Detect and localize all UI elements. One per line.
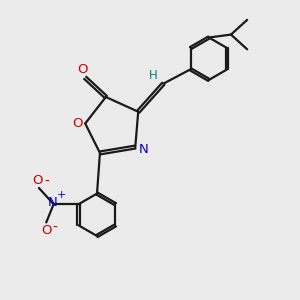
Text: O: O bbox=[78, 63, 88, 76]
Text: +: + bbox=[56, 190, 66, 200]
Text: N: N bbox=[47, 196, 57, 209]
Text: H: H bbox=[148, 69, 157, 82]
Text: N: N bbox=[139, 143, 148, 157]
Text: O: O bbox=[41, 224, 52, 237]
Text: -: - bbox=[52, 221, 58, 235]
Text: O: O bbox=[73, 117, 83, 130]
Text: O: O bbox=[32, 174, 43, 187]
Text: -: - bbox=[45, 175, 50, 189]
